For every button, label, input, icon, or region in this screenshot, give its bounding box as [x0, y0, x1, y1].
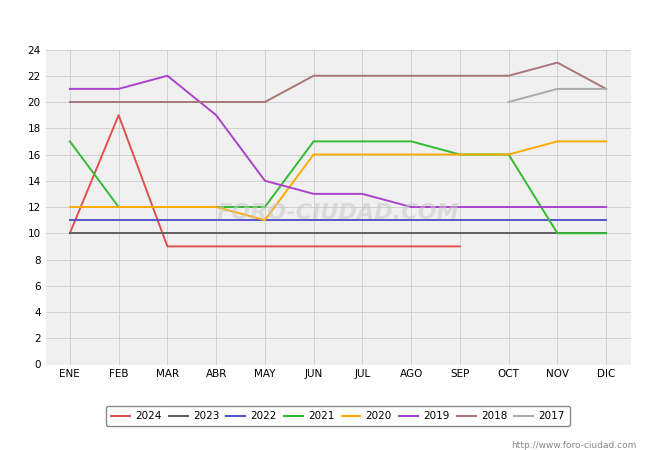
Text: FORO-CIUDAD.COM: FORO-CIUDAD.COM [216, 203, 460, 223]
Legend: 2024, 2023, 2022, 2021, 2020, 2019, 2018, 2017: 2024, 2023, 2022, 2021, 2020, 2019, 2018… [106, 406, 570, 427]
Text: http://www.foro-ciudad.com: http://www.foro-ciudad.com [512, 441, 637, 450]
Text: Afiliados en Cerralbo a 30/9/2024: Afiliados en Cerralbo a 30/9/2024 [191, 13, 459, 28]
